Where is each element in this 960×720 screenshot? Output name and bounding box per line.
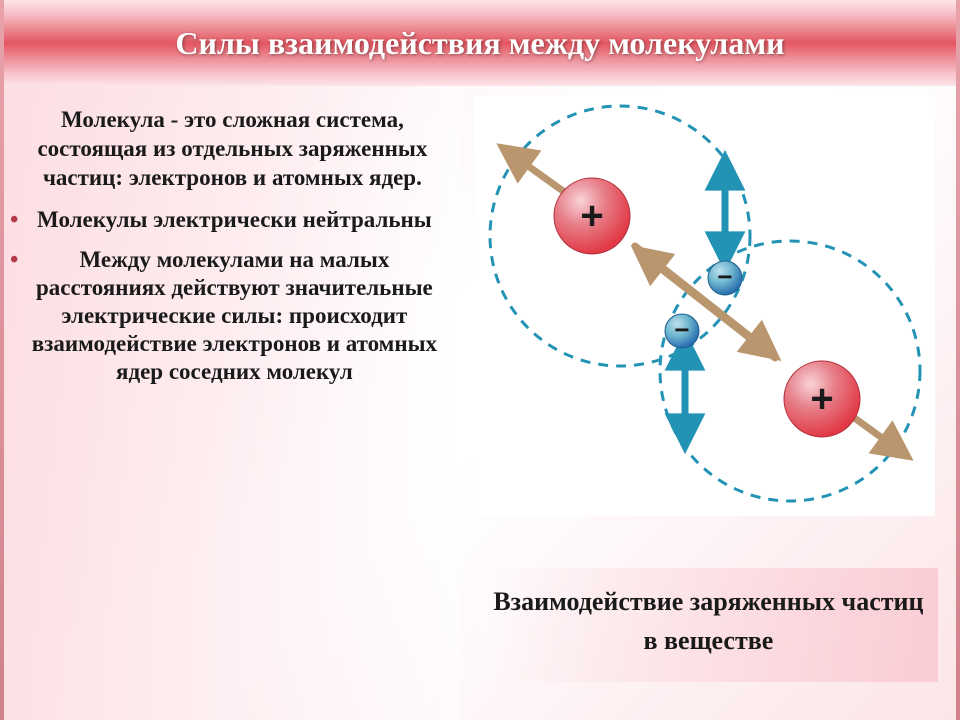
caption-box: Взаимодействие заряженных частиц в вещес… bbox=[479, 568, 938, 682]
svg-text:+: + bbox=[811, 377, 834, 421]
diagram-column: + − + − Взаимодействие заряженных частиц в … bbox=[461, 86, 960, 720]
svg-text:+: + bbox=[581, 194, 604, 238]
diagram-caption: Взаимодействие заряженных частиц в вещес… bbox=[489, 582, 928, 660]
bullet-item: Молекулы электрически нейтральны bbox=[22, 206, 443, 234]
definition-text: Молекула - это сложная система, состояща… bbox=[22, 106, 443, 192]
content-area: Молекула - это сложная система, состояща… bbox=[0, 86, 960, 720]
slide-container: Силы взаимодействия между молекулами Мол… bbox=[0, 0, 960, 720]
svg-text:−: − bbox=[718, 261, 733, 291]
decorative-edge-left bbox=[0, 0, 4, 720]
bullet-list: Молекулы электрически нейтральны Между м… bbox=[22, 206, 443, 386]
bullet-item: Между молекулами на малых расстояниях де… bbox=[22, 246, 443, 386]
page-title: Силы взаимодействия между молекулами bbox=[175, 25, 784, 62]
title-bar: Силы взаимодействия между молекулами bbox=[0, 0, 960, 86]
svg-text:−: − bbox=[675, 314, 690, 344]
interaction-diagram: + − + − bbox=[475, 96, 935, 516]
text-column: Молекула - это сложная система, состояща… bbox=[0, 86, 461, 720]
diagram-svg: + − + − bbox=[475, 96, 935, 516]
